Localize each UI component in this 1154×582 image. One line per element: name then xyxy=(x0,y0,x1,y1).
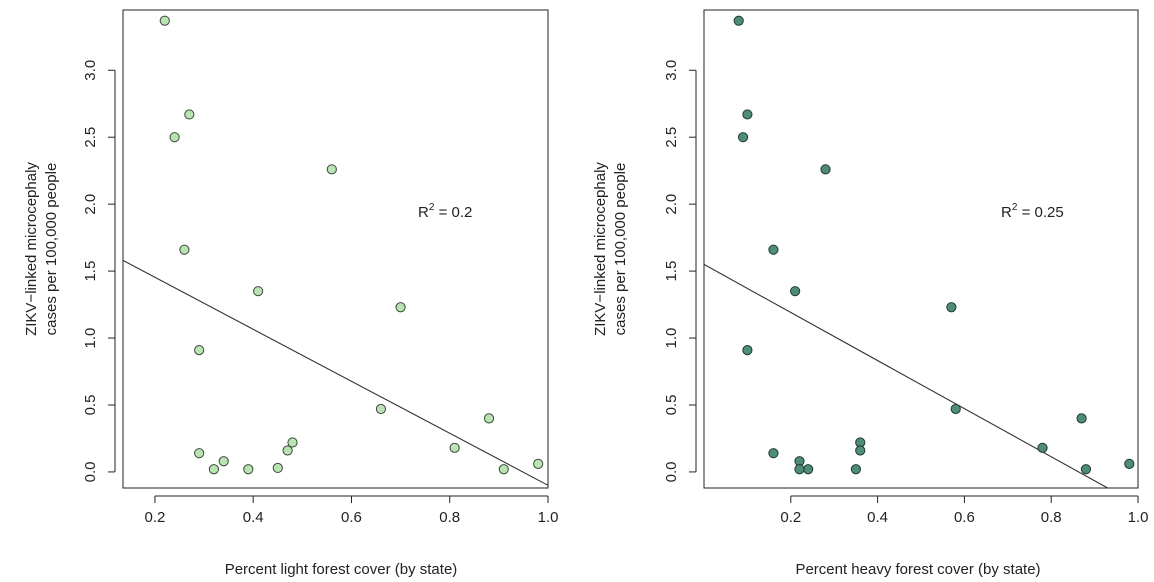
data-point xyxy=(498,464,509,475)
y-tick-label: 0.0 xyxy=(82,462,99,483)
y-tick-label: 0.5 xyxy=(82,395,99,416)
data-point xyxy=(737,132,749,143)
fit-line-group xyxy=(704,263,1108,488)
fit-line-group xyxy=(123,259,548,486)
r-squared-sup: 2 xyxy=(1012,202,1018,213)
data-point xyxy=(194,448,205,459)
data-point xyxy=(820,164,831,175)
data-point xyxy=(159,15,170,26)
data-point xyxy=(1080,464,1092,475)
data-point xyxy=(742,109,753,120)
data-point xyxy=(733,15,744,26)
data-point xyxy=(768,448,779,459)
data-point xyxy=(803,464,814,475)
data-point xyxy=(533,458,544,469)
data-point xyxy=(790,286,801,297)
y-tick-label: 2.0 xyxy=(82,194,99,215)
data-point xyxy=(243,464,254,475)
x-tick-label: 0.4 xyxy=(867,509,888,526)
x-tick-label: 1.0 xyxy=(538,509,559,526)
data-point xyxy=(194,344,205,356)
data-point xyxy=(208,464,219,475)
x-axis: 0.2 0.4 0.6 0.8 1.0 xyxy=(780,495,1149,526)
y-tick-label: 1.0 xyxy=(82,328,99,349)
y-axis-label-line2: cases per 100,000 people xyxy=(43,163,60,336)
data-point xyxy=(272,462,283,474)
data-point xyxy=(218,456,229,467)
y-tick-label: 2.5 xyxy=(663,127,680,148)
data-point xyxy=(179,244,190,255)
x-axis-label: Percent heavy forest cover (by state) xyxy=(795,561,1040,578)
data-point xyxy=(946,302,957,313)
data-point xyxy=(169,132,180,143)
data-point xyxy=(794,464,805,475)
data-point xyxy=(855,445,866,456)
y-tick-label: 1.5 xyxy=(82,261,99,282)
data-point xyxy=(1076,413,1087,424)
points-group xyxy=(733,15,1135,475)
regression-line xyxy=(123,259,548,486)
panel-light-forest: 0.2 0.4 0.6 0.8 1.0 0.0 0.5 1.0 1.5 2.0 2.5 3.0 Pe… xyxy=(23,9,559,578)
data-point xyxy=(184,109,195,120)
x-tick-label: 0.2 xyxy=(780,509,801,526)
x-tick-label: 0.6 xyxy=(341,509,362,526)
x-tick-label: 0.4 xyxy=(243,509,264,526)
x-tick-label: 0.2 xyxy=(145,509,166,526)
y-tick-label: 0.0 xyxy=(663,462,680,483)
data-point xyxy=(375,403,387,415)
data-point xyxy=(287,437,298,448)
y-axis-label-line1: ZIKV−linked microcephaly xyxy=(23,162,40,336)
r-squared-value: = 0.2 xyxy=(434,204,472,221)
y-tick-label: 1.5 xyxy=(663,261,680,282)
y-tick-label: 0.5 xyxy=(663,395,680,416)
data-point xyxy=(950,403,961,415)
r-squared-annotation: R2 = 0.25 xyxy=(1001,202,1064,221)
data-point xyxy=(282,445,293,456)
data-point xyxy=(1037,442,1048,453)
x-axis: 0.2 0.4 0.6 0.8 1.0 xyxy=(145,495,559,526)
data-point xyxy=(395,302,406,313)
data-point xyxy=(326,164,337,175)
r-squared-r: R xyxy=(1001,204,1012,221)
panel-heavy-forest: 0.2 0.4 0.6 0.8 1.0 0.0 0.5 1.0 1.5 2.0 2.5 3.0 Pe… xyxy=(592,9,1149,578)
r-squared-r: R xyxy=(418,204,429,221)
y-axis: 0.0 0.5 1.0 1.5 2.0 2.5 3.0 xyxy=(82,60,116,483)
r-squared-value: = 0.25 xyxy=(1017,204,1063,221)
x-tick-label: 0.8 xyxy=(439,509,460,526)
regression-line xyxy=(704,263,1108,488)
plot-frame xyxy=(703,9,1139,489)
data-point xyxy=(253,286,264,297)
y-axis-label-line1: ZIKV−linked microcephaly xyxy=(592,162,609,336)
x-tick-label: 1.0 xyxy=(1128,509,1149,526)
r-squared-sup: 2 xyxy=(429,202,435,213)
plot-frame xyxy=(122,9,549,489)
y-axis-label-line2: cases per 100,000 people xyxy=(612,163,629,336)
data-point xyxy=(483,413,495,424)
y-tick-label: 2.0 xyxy=(663,194,680,215)
data-point xyxy=(768,244,779,255)
data-point xyxy=(1124,458,1135,469)
y-tick-label: 1.0 xyxy=(663,328,680,349)
y-tick-label: 3.0 xyxy=(82,60,99,81)
data-point xyxy=(850,464,862,475)
x-tick-label: 0.8 xyxy=(1041,509,1062,526)
x-tick-label: 0.6 xyxy=(954,509,975,526)
y-tick-label: 3.0 xyxy=(663,60,680,81)
x-axis-label: Percent light forest cover (by state) xyxy=(225,561,458,578)
data-point xyxy=(449,442,460,453)
y-axis: 0.0 0.5 1.0 1.5 2.0 2.5 3.0 xyxy=(663,60,697,483)
data-point xyxy=(742,344,753,356)
y-tick-label: 2.5 xyxy=(82,127,99,148)
points-group xyxy=(159,15,544,475)
r-squared-annotation: R2 = 0.2 xyxy=(418,202,472,221)
